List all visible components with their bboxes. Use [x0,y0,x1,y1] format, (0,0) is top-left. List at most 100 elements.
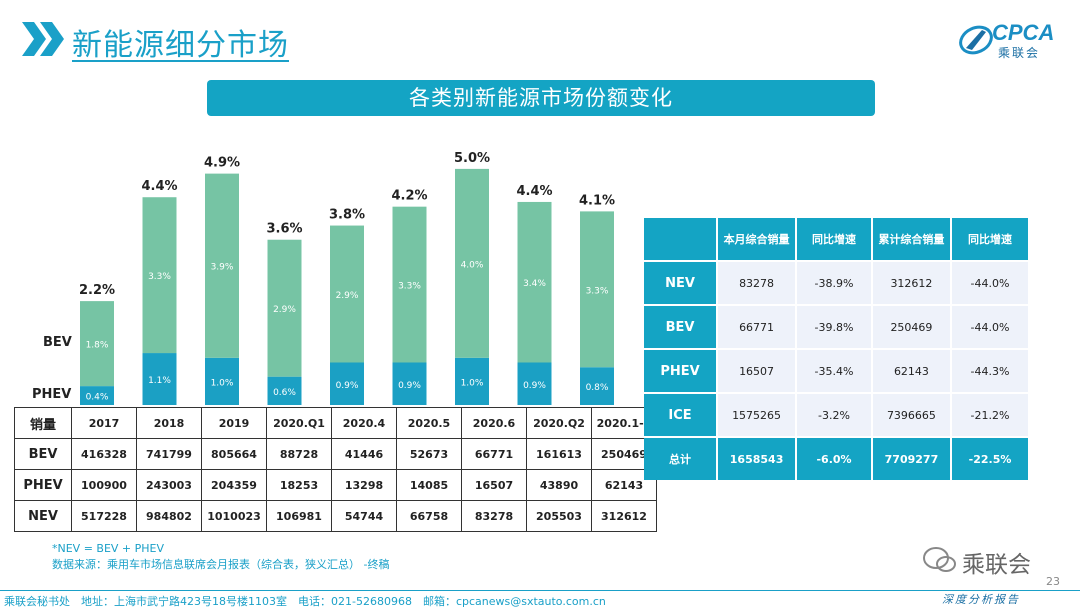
sales-cell: 1010023 [201,500,267,532]
footer-contact: 乘联会秘书处 地址：上海市武宁路423号18号楼1103室 电话：021-526… [4,595,606,608]
sales-cell: 161613 [526,438,592,470]
summary-cell: 1575265 [715,392,796,436]
phev-bar-label: 0.8% [586,383,609,393]
sales-column-header: 2018 [136,407,202,439]
bev-bar [205,173,239,358]
sales-table: 销量 2017 2018 2019 2020.Q1 2020.4 2020.5 2020.6 2… [14,407,657,532]
wechat-label: 乘联会 [962,552,1031,578]
sales-row-label: BEV [14,438,72,470]
phev-bar-label: 1.0% [461,378,484,388]
summary-row-label: ICE [644,392,716,436]
sales-cell: 100900 [71,469,137,501]
summary-column-header: 同比增速 [950,218,1028,260]
summary-cell: -21.2% [950,392,1028,436]
sales-header-label: 销量 [14,407,72,439]
total-share-label: 4.2% [391,189,427,204]
total-share-label: 2.2% [79,283,115,298]
sales-cell: 66758 [396,500,462,532]
summary-cell: -39.8% [795,304,871,348]
bev-bar-label: 2.9% [336,291,359,301]
summary-cell: 16507 [715,348,796,392]
sales-cell: 205503 [526,500,592,532]
summary-row-label: PHEV [644,348,716,392]
footer-divider [0,590,1080,591]
sales-column-header: 2017 [71,407,137,439]
bev-bar-label: 3.3% [586,286,609,296]
summary-cell: 83278 [715,260,796,304]
total-share-label: 4.4% [516,184,552,199]
phev-bar-label: 0.9% [398,381,421,391]
bev-bar-label: 4.0% [461,260,484,270]
bev-bar [80,301,114,387]
source-note: 数据来源：乘用车市场信息联席会月报表（综合表，狭义汇总） -终稿 [52,558,390,571]
phev-bar [330,362,364,405]
phev-bar [517,362,552,405]
bev-bar [330,225,364,363]
table-row: NEV 83278 -38.9% 312612 -44.0% [644,260,1028,304]
summary-cell: -3.2% [795,392,871,436]
sales-cell: 13298 [331,469,397,501]
bev-bar [517,201,552,363]
phev-bar-label: 0.9% [336,381,359,391]
table-row: PHEV 100900 243003 204359 18253 13298 14085 165… [14,469,657,501]
footer-tagline: 深度分析报告 [942,593,1020,606]
sales-row-label: NEV [14,500,72,532]
sales-cell: 984802 [136,500,202,532]
phev-bar-label: 0.4% [86,393,109,403]
table-row: BEV 66771 -39.8% 250469 -44.0% [644,304,1028,348]
phev-bar [205,357,239,405]
summary-total-label: 总计 [644,436,716,480]
sales-column-header: 2020.5 [396,407,462,439]
summary-table-wrap: 本月综合销量 同比增速 累计综合销量 同比增速 NEV 83278 -38.9% 312612… [644,218,1028,480]
sales-cell: 204359 [201,469,267,501]
bev-bar [580,211,614,368]
summary-cell: 62143 [870,348,951,392]
summary-cell: 312612 [870,260,951,304]
summary-column-header: 同比增速 [795,218,871,260]
bev-bar-label: 3.4% [523,279,546,289]
summary-cell: -44.0% [950,260,1028,304]
table-row: PHEV 16507 -35.4% 62143 -44.3% [644,348,1028,392]
sales-column-header: 2020.Q2 [526,407,592,439]
summary-cell: 250469 [870,304,951,348]
sales-column-header: 2020.4 [331,407,397,439]
sales-column-header: 2020.6 [461,407,527,439]
bev-bar-label: 3.3% [398,282,421,292]
page-number: 23 [1046,575,1060,588]
phev-bar-label: 1.1% [148,376,171,386]
table-row: ICE 1575265 -3.2% 7396665 -21.2% [644,392,1028,436]
sales-row-label: PHEV [14,469,72,501]
phev-bar [580,367,614,405]
bev-bar [392,206,427,363]
phev-bar [392,362,427,405]
summary-row-label: NEV [644,260,716,304]
summary-cell: -38.9% [795,260,871,304]
chart-banner: 各类别新能源市场份额变化 [207,80,875,116]
summary-column-header: 累计综合销量 [870,218,951,260]
sales-cell: 43890 [526,469,592,501]
summary-total-cell: 1658543 [715,436,796,480]
total-share-label: 4.1% [579,193,615,208]
summary-row-label: BEV [644,304,716,348]
bev-bar-label: 3.3% [148,272,171,282]
cpca-logo-icon [959,25,993,55]
phev-bar [455,357,489,405]
share-bar-chart: 0.4% 1.8% 2.2% 1.1% 3.3% 4.4% 1.0% 3.9% 4.9% 0.6%… [32,151,615,405]
phev-legend-label: PHEV [32,387,71,402]
phev-bar-label: 1.0% [211,378,234,388]
bev-bar-label: 2.9% [273,305,296,315]
summary-cell: 66771 [715,304,796,348]
logo-text: CPCA [992,20,1055,45]
formula-note: *NEV = BEV + PHEV [52,542,165,555]
phev-bar-label: 0.6% [273,388,296,398]
sales-cell: 243003 [136,469,202,501]
sales-cell: 416328 [71,438,137,470]
summary-total-row: 总计 1658543 -6.0% 7709277 -22.5% [644,436,1028,480]
sales-column-header: 2020.Q1 [266,407,332,439]
phev-bar [80,386,114,405]
total-share-label: 3.6% [266,222,302,237]
summary-total-cell: -6.0% [795,436,871,480]
sales-column-header: 2019 [201,407,267,439]
wechat-badge: 乘联会 [922,545,1052,578]
sales-table-header: 销量 2017 2018 2019 2020.Q1 2020.4 2020.5 2020.6 2… [14,407,657,439]
